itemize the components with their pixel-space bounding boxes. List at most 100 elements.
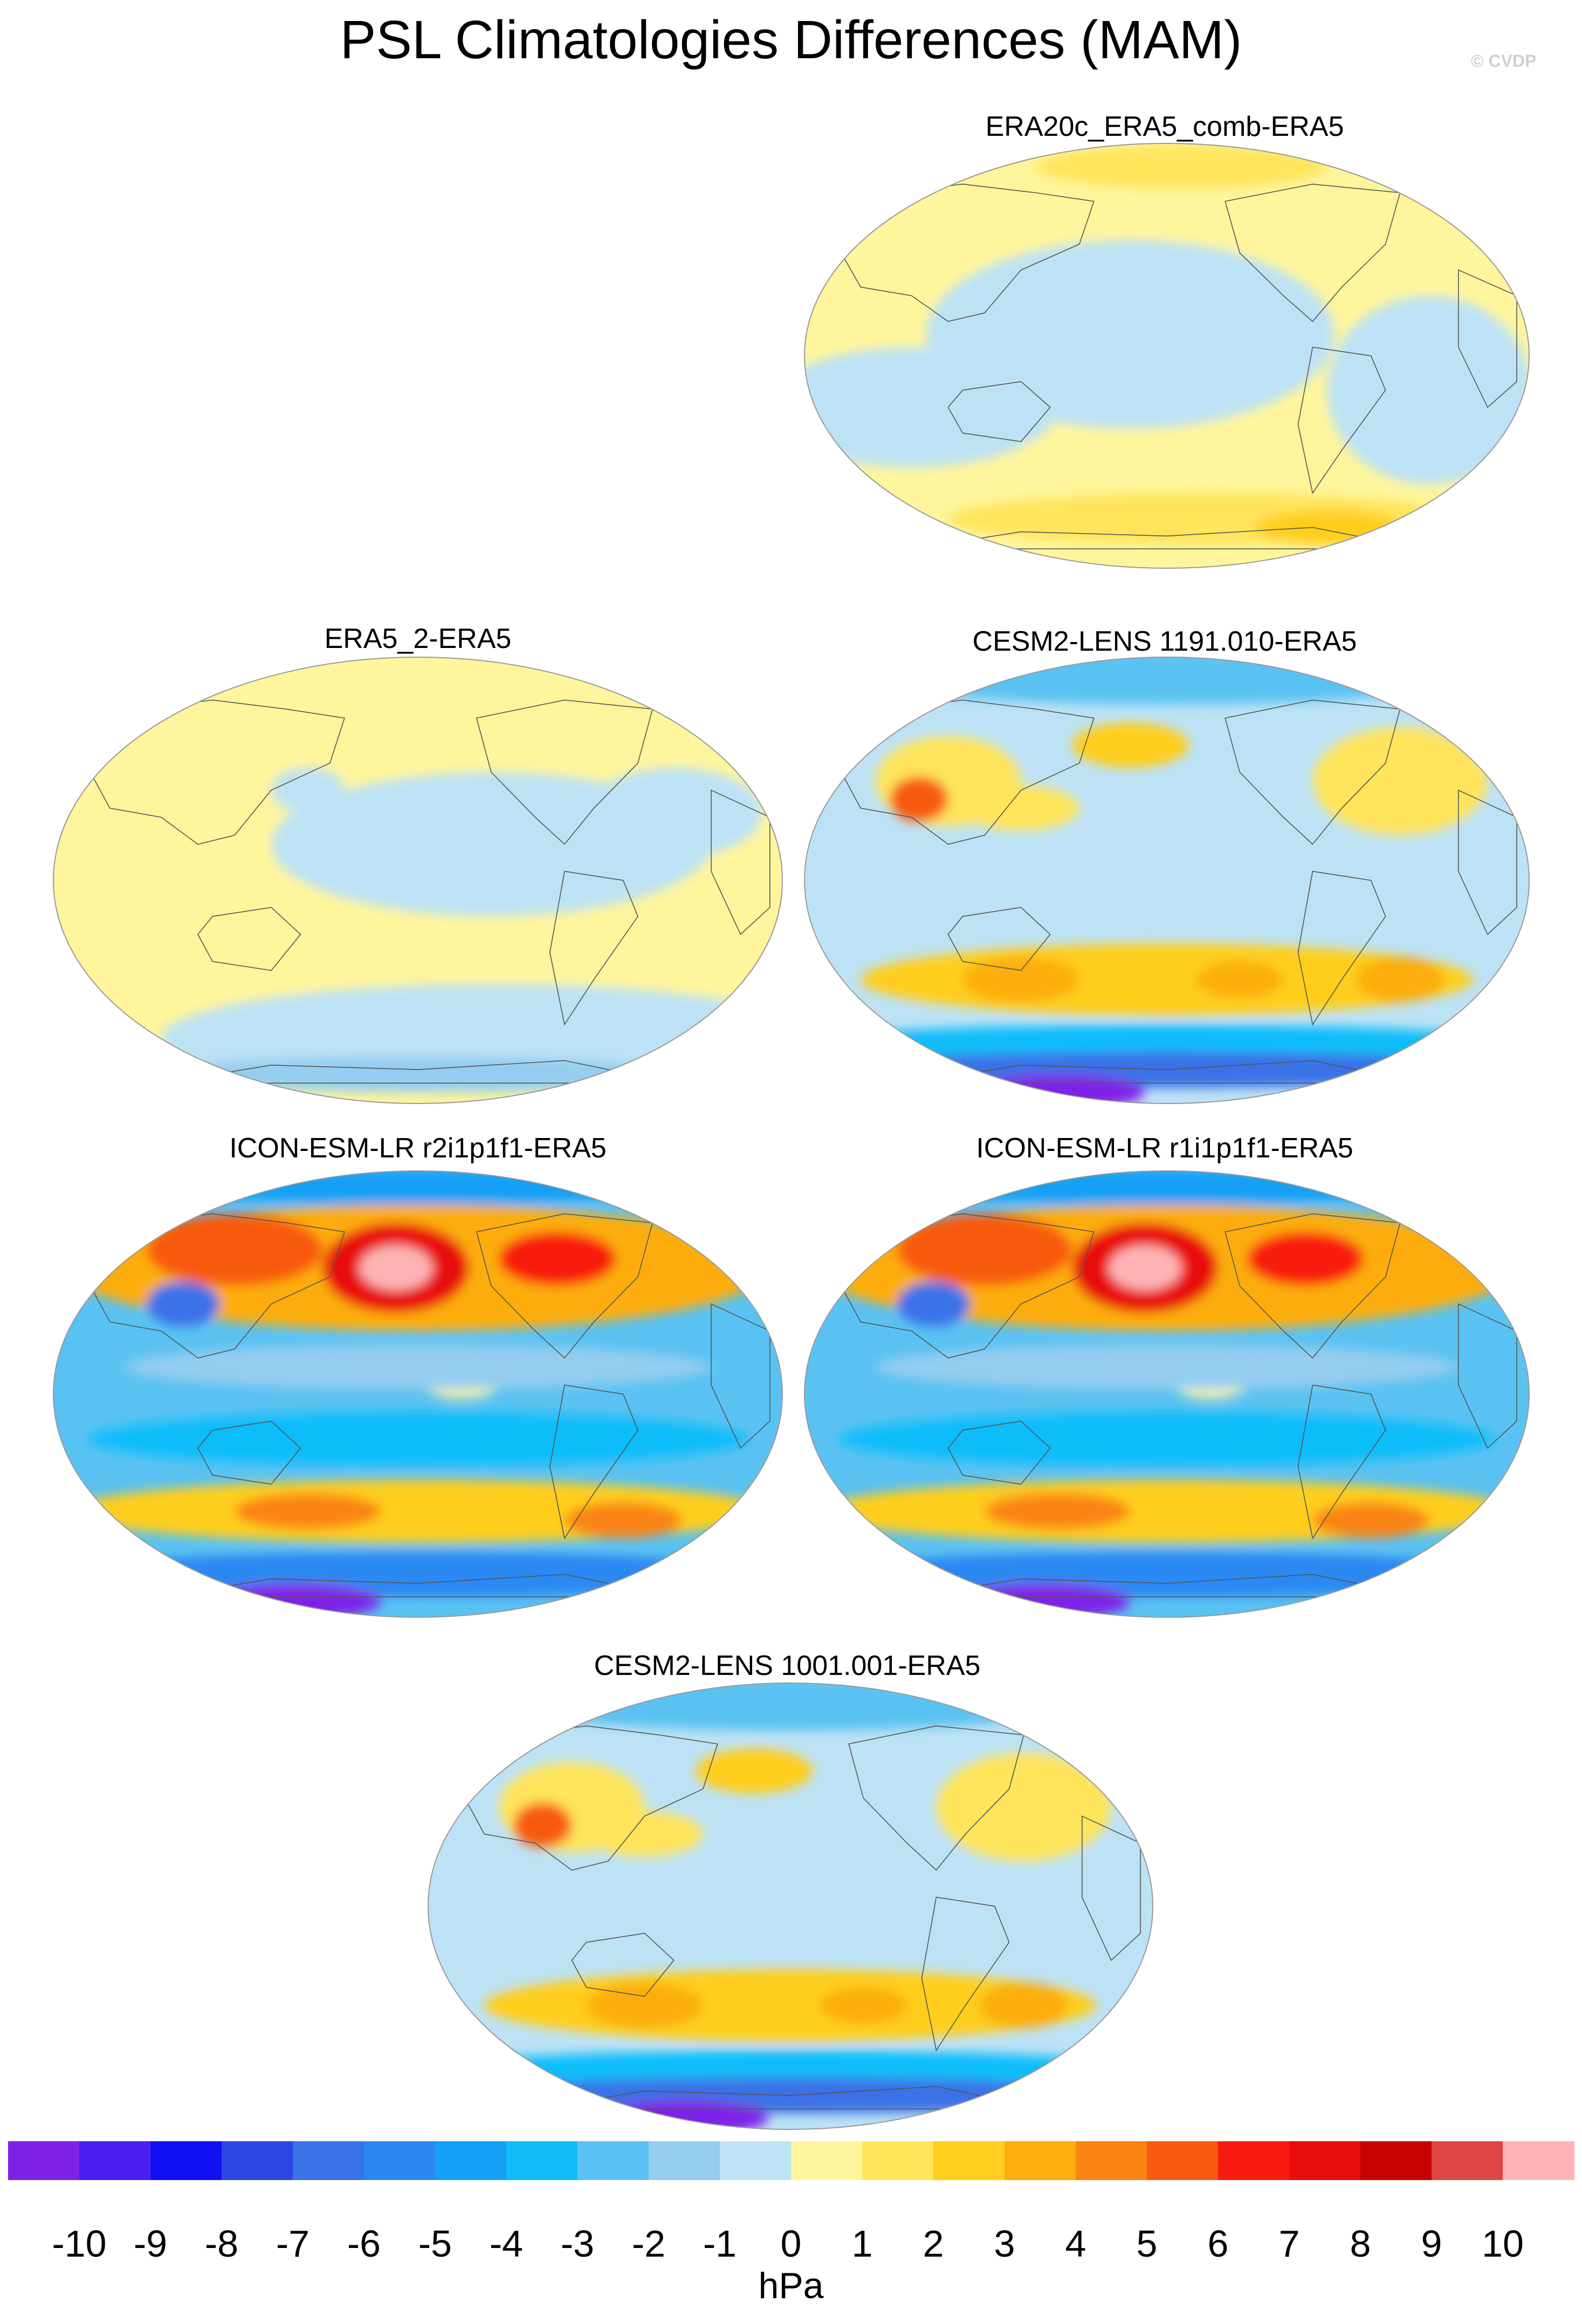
colorbar-box xyxy=(222,2141,293,2180)
coastline xyxy=(838,183,1095,322)
colorbar-box xyxy=(1005,2141,1076,2180)
coastline xyxy=(549,1384,638,1540)
colorbar-box xyxy=(1218,2141,1290,2180)
panel-title-era20c: ERA20c_ERA5_comb-ERA5 xyxy=(985,111,1344,142)
map-border xyxy=(804,657,1530,1104)
anomaly-region xyxy=(235,1493,381,1529)
anomaly-region xyxy=(817,1024,1517,1061)
coastline xyxy=(848,1725,1024,1871)
colorbar-box xyxy=(150,2141,222,2180)
panel-title-icon-r1: ICON-ESM-LR r1i1p1f1-ERA5 xyxy=(976,1133,1353,1164)
cvdp-credit: © CVDP xyxy=(1471,51,1537,71)
coastline xyxy=(711,789,771,935)
anomaly-region xyxy=(359,1245,433,1291)
colorbar-tick-label: 8 xyxy=(1350,2223,1371,2265)
colorbar-tick-label: 6 xyxy=(1207,2223,1229,2265)
colorbar-tick-label: -1 xyxy=(703,2223,737,2265)
anomaly-region xyxy=(962,785,1079,831)
colorbar-box xyxy=(577,2141,649,2180)
anomaly-region xyxy=(586,1811,703,1857)
anomaly-region xyxy=(817,1551,1517,1597)
map-border xyxy=(53,657,783,1104)
anomaly-region xyxy=(1108,1245,1182,1291)
anomaly-region xyxy=(586,1983,703,2028)
coastlines xyxy=(87,699,771,1084)
colorbar-tick-label: -7 xyxy=(276,2223,310,2265)
colorbar-box xyxy=(364,2141,436,2180)
anomaly-region xyxy=(271,768,345,813)
map-icon-r1 xyxy=(804,1170,1530,1618)
anomaly-region xyxy=(513,1802,572,1848)
anomaly-region xyxy=(498,1232,616,1286)
anomaly-region xyxy=(980,1983,1068,2028)
map-era20c xyxy=(804,143,1530,569)
coastline xyxy=(87,1213,346,1358)
anomaly-region xyxy=(66,1551,770,1597)
colorbar-tick-label: -2 xyxy=(631,2223,666,2265)
anomaly-region xyxy=(875,1344,1459,1390)
coastline xyxy=(1297,871,1386,1026)
map-border xyxy=(804,1170,1530,1618)
anomaly-region xyxy=(1072,722,1189,768)
coastline xyxy=(1458,269,1517,408)
anomaly-region xyxy=(1035,145,1327,189)
map-era5-2 xyxy=(53,657,783,1104)
colorbar-tick-label: -10 xyxy=(52,2223,107,2265)
colorbar-tick-label: -5 xyxy=(418,2223,452,2265)
colorbar-tick-label: -4 xyxy=(489,2223,524,2265)
coastline xyxy=(947,907,1051,971)
anomaly-region xyxy=(146,1213,323,1286)
anomaly-region xyxy=(1312,727,1488,836)
coastline xyxy=(838,1213,1095,1358)
coastline xyxy=(476,699,654,845)
map-border xyxy=(428,1682,1153,2130)
colorbar-tick-label: 2 xyxy=(923,2223,944,2265)
anomaly-region xyxy=(1312,1502,1429,1539)
colorbar-box xyxy=(791,2141,863,2180)
coastline xyxy=(1225,183,1401,322)
anomaly-region xyxy=(586,768,763,858)
anomaly-region xyxy=(962,957,1079,1002)
colorbar-tick-label: 0 xyxy=(780,2223,802,2265)
coastline xyxy=(711,1303,771,1449)
coastline xyxy=(1297,347,1386,494)
colorbar-units: hPa xyxy=(758,2265,824,2306)
anomaly-region xyxy=(985,1493,1131,1529)
panel-title-cesm2-1001: CESM2-LENS 1001.001-ERA5 xyxy=(594,1650,981,1681)
colorbar-tick-label: 10 xyxy=(1482,2223,1524,2265)
map-border xyxy=(804,143,1530,569)
colorbar-box xyxy=(1360,2141,1432,2180)
coastline xyxy=(1225,1213,1401,1359)
anomaly-region xyxy=(820,1987,907,2024)
map-fill xyxy=(804,657,1529,1104)
coastline xyxy=(1297,1384,1386,1540)
colorbar-box xyxy=(506,2141,578,2180)
coastline xyxy=(1458,1303,1517,1449)
panel-title-cesm2-1191: CESM2-LENS 1191.010-ERA5 xyxy=(972,626,1357,657)
colorbar-box xyxy=(79,2141,151,2180)
anomaly-region xyxy=(1196,961,1284,998)
colorbar-tick-label: 5 xyxy=(1136,2223,1158,2265)
anomaly-region xyxy=(838,1412,1495,1466)
coastline xyxy=(838,699,1095,845)
colorbar-box xyxy=(720,2141,792,2180)
figure-title: PSL Climatologies Differences (MAM) xyxy=(340,10,1242,70)
colorbar-box xyxy=(1147,2141,1219,2180)
coastline xyxy=(197,1420,301,1485)
coastline xyxy=(87,699,346,845)
coastline xyxy=(197,907,301,971)
map-fill xyxy=(53,657,782,1104)
map-fill xyxy=(804,1171,1529,1617)
anomaly-region xyxy=(696,1748,813,1794)
anomaly-region xyxy=(1327,295,1529,485)
coastline xyxy=(1082,1815,1141,1961)
anomaly-region xyxy=(1356,957,1444,1002)
map-icon-r2 xyxy=(53,1170,783,1618)
anomaly-region xyxy=(804,347,1058,467)
colorbar-box xyxy=(8,2141,80,2180)
colorbar-tick-label: 9 xyxy=(1421,2223,1442,2265)
panel-title-icon-r2: ICON-ESM-LR r2i1p1f1-ERA5 xyxy=(229,1133,607,1164)
anomaly-region xyxy=(88,1412,748,1466)
colorbar-tick-label: -9 xyxy=(133,2223,168,2265)
coastline xyxy=(921,1897,1010,2052)
